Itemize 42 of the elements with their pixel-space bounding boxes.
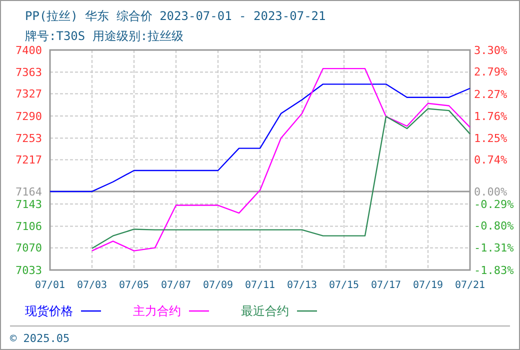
y-tick-label: 7253 [16,132,42,145]
x-tick-label: 07/11 [244,280,276,291]
x-tick-label: 07/05 [118,280,150,291]
y2-tick-label: 0.00% [474,185,508,198]
legend-label: 现货价格 [25,304,73,318]
chart-title: PP(拉丝) 华东 综合价 2023-07-01 - 2023-07-21 [25,9,326,23]
y-tick-label: 7106 [16,220,42,234]
chart-subtitle: 牌号:T30S 用途级别:拉丝级 [25,29,184,43]
y2-tick-label: -0.80% [474,220,514,233]
x-tick-label: 07/15 [328,280,360,291]
line-series [49,84,471,192]
x-tick-label: 07/07 [160,280,192,291]
x-tick-label: 07/03 [76,280,108,291]
x-tick-label: 07/17 [370,280,402,291]
x-tick-label: 07/09 [202,280,234,291]
y-tick-label: 7033 [16,264,42,277]
y2-tick-label: 2.79% [474,66,508,79]
y2-tick-label: 0.74% [474,154,508,167]
y-tick-label: 7217 [16,154,42,167]
x-tick-label: 07/19 [412,280,444,291]
y2-tick-label: 2.27% [474,88,508,102]
y2-tick-label: -1.31% [474,242,514,255]
y-tick-label: 7363 [16,66,42,80]
y2-tick-label: 1.76% [474,110,508,123]
y2-tick-label: -0.29% [474,198,514,211]
x-tick-label: 07/13 [286,280,318,291]
x-tick-label: 07/21 [454,280,486,291]
legend-label: 最近合约 [241,304,289,318]
y-tick-label: 7400 [16,44,42,57]
y-tick-label: 7070 [16,242,42,255]
legend-label: 主力合约 [133,304,181,318]
y-tick-label: 7143 [16,198,42,211]
x-tick-label: 07/01 [34,280,66,291]
y2-tick-label: -1.83% [474,264,514,277]
y-tick-label: 7164 [16,185,42,198]
y2-tick-label: 3.30% [474,44,508,57]
y2-tick-label: 1.25% [474,132,508,145]
line-series [91,108,471,250]
y-tick-label: 7327 [16,88,42,101]
y-tick-label: 7290 [16,110,42,123]
text: © 2025.05 [10,332,70,345]
line-series [91,68,471,252]
